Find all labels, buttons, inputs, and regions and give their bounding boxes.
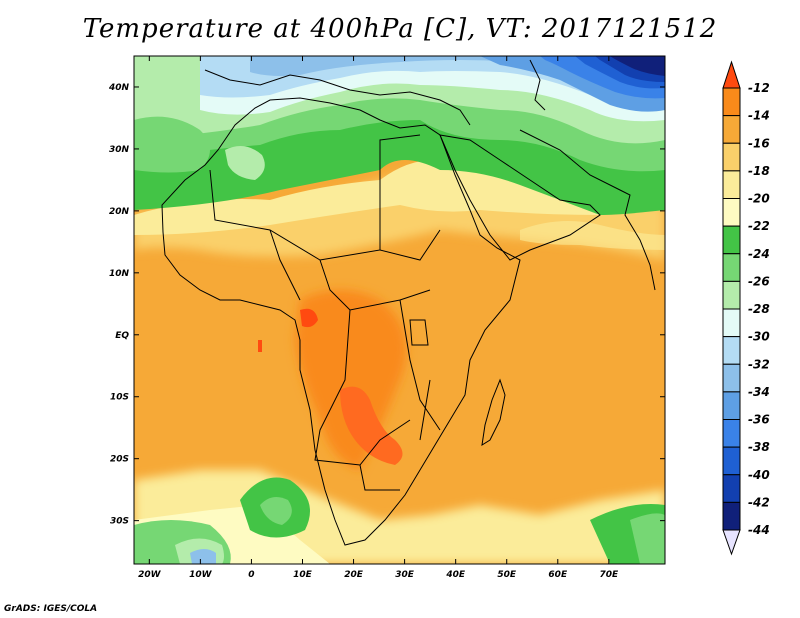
plot-frame — [133, 55, 666, 565]
lon-tick-label: 10E — [293, 570, 313, 580]
map-title: Temperature at 400hPa [C], VT: 201712151… — [82, 14, 718, 44]
lat-tick-label: 10N — [109, 269, 130, 279]
lon-tick-label: 60E — [548, 570, 568, 580]
colorbar-band — [722, 501, 741, 531]
lat-tick-label: 30S — [110, 517, 129, 527]
colorbar-band — [722, 253, 741, 282]
lat-tick-label: 10S — [110, 393, 129, 403]
colorbar: -12 -14 -16 -18 -20 -22 -24 -26 -28 -30 -32 -34 -36 -… — [722, 60, 770, 556]
colorbar-label: -42 — [748, 495, 770, 509]
colorbar-band — [722, 142, 741, 172]
lon-tick-label: 50E — [497, 570, 517, 580]
colorbar-band — [722, 87, 741, 117]
colorbar-label: -20 — [748, 192, 770, 206]
colorbar-under-arrow — [722, 529, 741, 556]
coastlines — [161, 59, 656, 546]
lon-tick-label: 10W — [189, 570, 213, 580]
colorbar-band — [722, 198, 741, 227]
lon-tick-label: 30E — [395, 570, 415, 580]
colorbar-band — [722, 446, 741, 476]
colorbar-label: -24 — [748, 247, 770, 261]
colorbar-label: -12 — [748, 81, 770, 95]
colorbar-label: -36 — [748, 413, 770, 427]
colorbar-band — [722, 363, 741, 393]
lon-tick-label: 0 — [248, 570, 254, 580]
lon-tick-label: 20E — [344, 570, 364, 580]
colorbar-band — [722, 336, 741, 365]
colorbar-band — [722, 115, 741, 144]
colorbar-band — [722, 419, 741, 448]
colorbar-label: -16 — [748, 136, 770, 150]
colorbar-label: -40 — [748, 468, 770, 482]
colorbar-label: -44 — [748, 523, 770, 537]
lat-tick-label: 40N — [108, 83, 130, 93]
colorbar-label: -30 — [748, 330, 770, 344]
colorbar-band — [722, 474, 741, 503]
colorbar-band — [722, 225, 741, 255]
colorbar-label: -34 — [748, 385, 770, 399]
colorbar-over-arrow — [722, 60, 741, 89]
colorbar-label: -26 — [748, 274, 770, 288]
colorbar-label: -14 — [748, 109, 770, 123]
colorbar-band — [722, 308, 741, 338]
lat-tick-label: EQ — [115, 331, 129, 341]
colorbar-band — [722, 170, 741, 199]
lat-tick-label: 20N — [109, 207, 130, 217]
grads-credit: GrADS: IGES/COLA — [4, 604, 98, 614]
lon-tick-label: 40E — [445, 570, 466, 580]
colorbar-band — [722, 391, 741, 420]
lat-tick-label: 30N — [109, 145, 130, 155]
temperature-field — [134, 56, 665, 564]
colorbar-label: -18 — [748, 164, 770, 178]
colorbar-band — [722, 280, 741, 310]
colorbar-label: -22 — [748, 219, 770, 233]
lon-tick-label: 70E — [599, 570, 619, 580]
colorbar-label: -32 — [748, 357, 770, 371]
lon-tick-label: 20W — [138, 570, 162, 580]
axis-ticks: 20W 10W 0 10E 20E 30E 40E 50E 60E 70E 40N 30N 20N 10N… — [108, 56, 665, 580]
colorbar-label: -38 — [748, 440, 770, 454]
colorbar-label: -28 — [748, 302, 770, 316]
lat-tick-label: 20S — [110, 455, 129, 465]
